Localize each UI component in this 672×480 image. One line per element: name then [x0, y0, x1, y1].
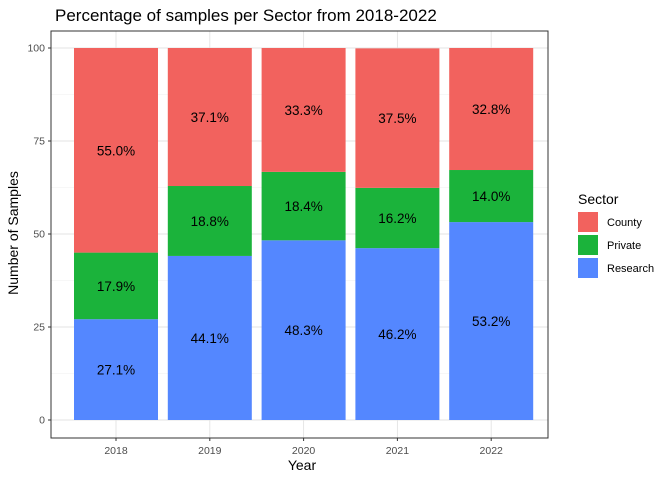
bars [74, 48, 534, 420]
data-label: 46.2% [378, 327, 416, 342]
data-label: 37.1% [191, 110, 229, 125]
data-label: 16.2% [378, 211, 416, 226]
y-tick-label: 50 [33, 229, 45, 241]
x-tick-label: 2019 [198, 445, 222, 457]
x-tick-label: 2020 [292, 445, 316, 457]
bar-research-2020 [261, 240, 346, 420]
bar-private-2020 [261, 171, 346, 241]
data-labels: 27.1% 17.9% 55.0% 44.1% 18.8% 37.1% 48.3% 18.4%… [97, 102, 510, 378]
y-tick-label: 25 [33, 322, 45, 334]
legend-title: Sector [578, 191, 619, 207]
bar-research-2018 [74, 319, 158, 420]
bar-private-2022 [449, 170, 534, 223]
axes: 0 25 50 75 100 2018 2019 2020 2021 2022 [27, 43, 503, 458]
bar-county-2021 [355, 48, 440, 188]
data-label: 44.1% [191, 331, 229, 346]
legend-label-research: Research [607, 263, 654, 275]
y-tick-label: 75 [33, 136, 45, 148]
data-label: 18.4% [284, 199, 322, 214]
x-tick-label: 2022 [480, 445, 504, 457]
chart-title: Percentage of samples per Sector from 20… [55, 6, 437, 25]
data-label: 48.3% [284, 323, 322, 338]
data-label: 37.5% [378, 111, 416, 126]
data-label: 33.3% [284, 103, 322, 118]
bar-private-2019 [167, 186, 252, 256]
data-label: 17.9% [97, 279, 135, 294]
bar-county-2019 [167, 48, 252, 187]
y-tick-label: 100 [27, 43, 45, 55]
legend-key-private [578, 235, 598, 255]
bar-private-2018 [74, 252, 158, 320]
legend-key-research [578, 258, 598, 278]
bar-county-2018 [74, 48, 158, 253]
bar-research-2022 [449, 222, 534, 420]
data-label: 14.0% [472, 189, 510, 204]
x-tick-label: 2018 [104, 445, 128, 457]
x-tick-label: 2021 [386, 445, 410, 457]
bar-county-2020 [261, 48, 346, 172]
legend-key-county [578, 212, 598, 232]
x-axis-title: Year [288, 457, 317, 473]
legend-label-county: County [607, 217, 642, 229]
y-tick-label: 0 [39, 415, 45, 427]
bar-county-2022 [449, 48, 534, 171]
data-label: 55.0% [97, 143, 135, 158]
legend: Sector County Private Research [578, 191, 654, 278]
bar-private-2021 [355, 187, 440, 249]
y-axis-title: Number of Samples [5, 171, 21, 295]
data-label: 32.8% [472, 102, 510, 117]
data-label: 18.8% [191, 214, 229, 229]
data-label: 53.2% [472, 314, 510, 329]
data-label: 27.1% [97, 363, 135, 378]
bar-research-2021 [355, 248, 440, 420]
bar-research-2019 [167, 255, 252, 420]
legend-label-private: Private [607, 240, 641, 252]
